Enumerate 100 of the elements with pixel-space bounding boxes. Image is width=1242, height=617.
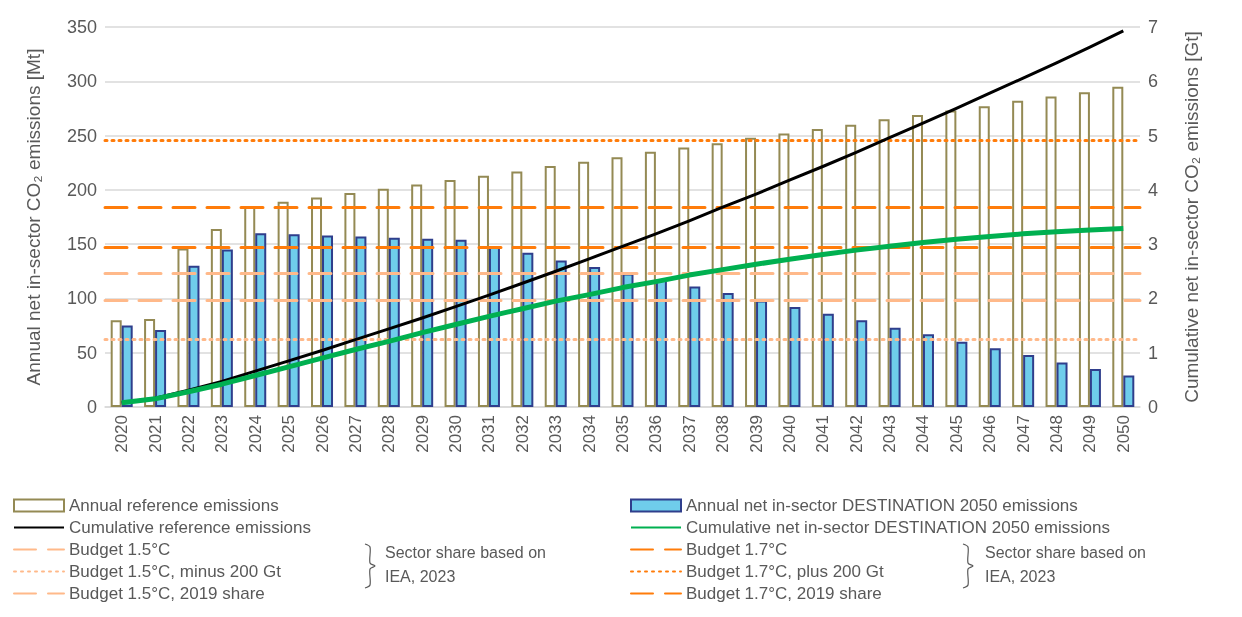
bar (789, 307, 801, 407)
legend-label: Budget 1.5°C, 2019 share (69, 584, 265, 603)
bar (878, 119, 890, 407)
x-tick-label: 2028 (379, 415, 399, 453)
x-tick-label: 2041 (813, 415, 833, 453)
x-tick-label: 2026 (312, 415, 332, 453)
bar (611, 157, 623, 407)
bar (511, 171, 523, 407)
bar (188, 265, 200, 407)
bar (811, 129, 823, 407)
bar (144, 319, 156, 407)
x-tick-label: 2047 (1013, 415, 1033, 453)
y2-tick-label: 3 (1148, 234, 1159, 255)
bar (655, 279, 667, 407)
bar (722, 293, 734, 407)
bar (255, 233, 267, 407)
legend-label: Budget 1.5°C (69, 540, 171, 559)
bar (344, 193, 356, 407)
bar (110, 320, 122, 407)
bar (644, 151, 656, 407)
bar (1023, 354, 1035, 407)
bar (745, 137, 757, 407)
x-tick-label: 2020 (112, 415, 132, 453)
bar (1045, 96, 1057, 407)
bar (911, 114, 923, 407)
x-tick-label: 2045 (946, 415, 966, 453)
y-tick-label: 250 (66, 125, 97, 146)
bar (544, 165, 556, 407)
x-tick-label: 2034 (579, 415, 599, 453)
x-tick-label: 2040 (779, 415, 799, 453)
y-tick-label: 150 (66, 234, 97, 255)
y2-tick-label: 4 (1148, 179, 1159, 200)
x-tick-label: 2032 (512, 415, 532, 453)
y-tick-label: 50 (76, 342, 97, 363)
x-tick-label: 2038 (713, 415, 733, 453)
y2-tick-label: 6 (1148, 71, 1159, 92)
bar (978, 106, 990, 407)
x-tick-label: 2037 (679, 415, 699, 453)
bar (155, 329, 167, 407)
x-tick-label: 2036 (646, 415, 666, 453)
x-tick-label: 2048 (1047, 415, 1067, 453)
y-tick-label: 0 (86, 397, 97, 417)
x-tick-label: 2042 (846, 415, 866, 453)
bar (177, 248, 189, 407)
bar (822, 313, 834, 407)
bar (989, 348, 1001, 407)
legend-label: Cumulative net in-sector DESTINATION 2050 emissions (686, 518, 1110, 537)
bar (756, 300, 768, 407)
bar (622, 273, 634, 407)
x-tick-label: 2043 (880, 415, 900, 453)
bar (1078, 92, 1090, 407)
bar (856, 320, 868, 407)
bar (589, 266, 601, 407)
bar (578, 161, 590, 407)
y2-tick-label: 5 (1148, 125, 1159, 146)
bar (210, 228, 222, 407)
x-tick-label: 2025 (279, 415, 299, 453)
bar (845, 124, 857, 407)
bar (1089, 369, 1101, 407)
y2-tick-label: 7 (1148, 17, 1159, 37)
x-tick-label: 2027 (345, 415, 365, 453)
bar (922, 334, 934, 407)
bar (689, 286, 701, 407)
x-tick-label: 2046 (980, 415, 1000, 453)
legend-label: Budget 1.7°C (686, 540, 788, 559)
bar (388, 237, 400, 407)
bar (956, 341, 968, 407)
legend-label: Annual reference emissions (69, 496, 279, 515)
bar (778, 133, 790, 407)
bar (121, 325, 133, 407)
x-tick-label: 2024 (245, 415, 265, 453)
x-tick-label: 2050 (1113, 415, 1133, 453)
x-tick-label: 2021 (145, 415, 165, 453)
x-tick-label: 2030 (446, 415, 466, 453)
legend-label: Annual net in-sector DESTINATION 2050 emissions (686, 496, 1078, 515)
y-tick-label: 200 (66, 179, 97, 200)
x-tick-label: 2031 (479, 415, 499, 453)
x-tick-label: 2049 (1080, 415, 1100, 453)
bar (221, 249, 233, 407)
bar (288, 234, 300, 407)
bar (1012, 100, 1024, 407)
x-tick-label: 2035 (613, 415, 632, 453)
y-axis-title: Annual net in-sector CO₂ emissions [Mt] (23, 48, 44, 386)
legend-label: Budget 1.5°C, minus 200 Gt (69, 562, 282, 581)
y2-tick-label: 1 (1148, 342, 1159, 363)
y-tick-label: 300 (66, 71, 97, 92)
bar (1056, 362, 1068, 407)
text: Sector share based on IEA, 2023 (385, 543, 551, 585)
y2-axis-title: Cumulative net in-sector CO₂ emissions [Gt] (1181, 31, 1202, 403)
x-tick-label: 2022 (178, 415, 198, 453)
bar (1112, 86, 1124, 407)
y2-tick-label: 2 (1148, 288, 1159, 309)
x-tick-label: 2033 (546, 415, 566, 453)
bar (411, 184, 423, 407)
legend-label: Budget 1.7°C, 2019 share (686, 584, 882, 603)
y-tick-label: 100 (66, 288, 97, 309)
text: Sector share based on IEA, 2023 (985, 543, 1151, 585)
x-tick-label: 2039 (746, 415, 766, 453)
y2-tick-label: 0 (1148, 397, 1159, 417)
bar (678, 147, 690, 407)
